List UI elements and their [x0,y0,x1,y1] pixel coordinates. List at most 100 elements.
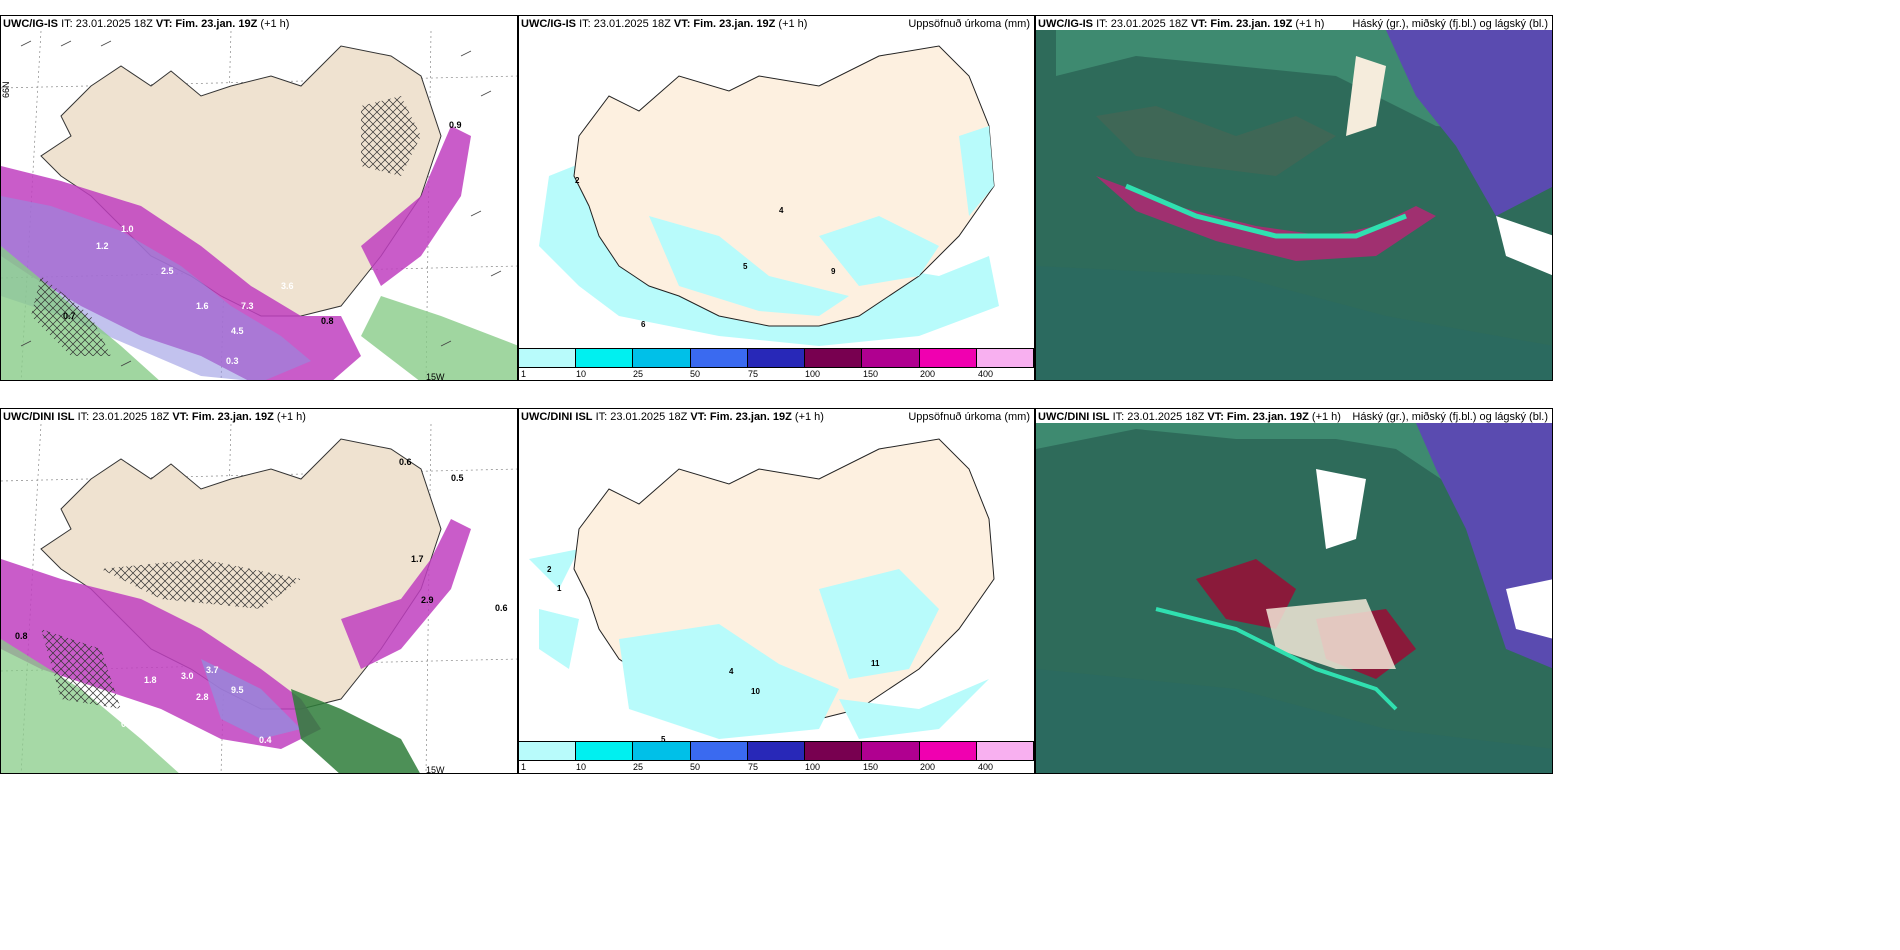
bottom-precip-value-6: 5 [661,735,666,744]
bottom-value-4: 2.9 [421,595,434,605]
top-value-11: 0.3 [226,356,239,366]
top-value-7: 4.5 [231,326,244,336]
top-colorbar-boxes [519,348,1034,368]
top-wind-precip-panel: UWC/IG-IS IT: 23.01.2025 18Z VT: Fim. 23… [0,15,518,381]
top-value-3: 2.5 [161,266,174,276]
top-precip-value-1: 2 [575,176,580,185]
cbar-label: 200 [920,762,936,772]
bottom-value-12: 0.4 [259,735,272,745]
bottom-value-9: 1.8 [144,675,157,685]
bottom-precip-title: Uppsöfnuð úrkoma (mm) [908,411,1030,423]
cbar-box [690,742,748,760]
cbar-box [862,742,920,760]
top-precip-title: Uppsöfnuð úrkoma (mm) [908,18,1030,30]
top-precip-map [519,16,1034,356]
cbar-box [862,349,920,367]
cbar-label: 400 [978,762,994,772]
cbar-box [805,349,863,367]
cbar-box [519,742,577,760]
bottom-colorbar-labels: 1 10 25 50 75 100 150 200 400 [519,761,1034,773]
bottom-value-7: 3.0 [181,671,194,681]
top-cloud-title: Háský (gr.), miðský (fj.bl.) og lágský (… [1352,18,1548,30]
top-left-title: UWC/IG-IS IT: 23.01.2025 18Z VT: Fim. 23… [3,18,290,30]
cbar-box [633,349,691,367]
bottom-cloud-map [1036,409,1552,773]
cbar-box [976,349,1034,367]
bottom-precip-map [519,409,1034,749]
top-value-1: 0.9 [449,120,462,130]
bottom-value-13: 0.5 [121,719,134,729]
bottom-wind-precip-panel: UWC/DINI ISL IT: 23.01.2025 18Z VT: Fim.… [0,408,518,774]
cbar-box [633,742,691,760]
bottom-mid-title: UWC/DINI ISL IT: 23.01.2025 18Z VT: Fim.… [521,411,824,423]
cbar-label: 10 [576,762,587,772]
top-colorbar-labels: 1 10 25 50 75 100 150 200 400 [519,368,1034,380]
cbar-label: 100 [805,762,821,772]
top-precip-value-4: 6 [641,320,646,329]
cbar-label: 75 [748,369,759,379]
cbar-label: 1 [521,369,527,379]
top-value-2: 1.0 [121,224,134,234]
cbar-label: 25 [633,369,644,379]
bottom-colorbar-boxes [519,741,1034,761]
top-precip-value-3: 5 [743,262,748,271]
bottom-value-5: 9.5 [231,685,244,695]
top-precip-panel: UWC/IG-IS IT: 23.01.2025 18Z VT: Fim. 23… [518,15,1035,381]
cbar-label: 10 [576,369,587,379]
cbar-box [805,742,863,760]
bottom-value-11: 0.6 [495,603,508,613]
top-mid-title: UWC/IG-IS IT: 23.01.2025 18Z VT: Fim. 23… [521,18,808,30]
top-precip-value-2: 4 [779,206,784,215]
bottom-precip-panel: UWC/DINI ISL IT: 23.01.2025 18Z VT: Fim.… [518,408,1035,774]
bottom-cloud-panel: UWC/DINI ISL IT: 23.01.2025 18Z VT: Fim.… [1035,408,1553,774]
top-colorbar: 1 10 25 50 75 100 150 200 400 [519,348,1034,380]
cbar-box [690,349,748,367]
top-value-9: 0.8 [321,316,334,326]
cbar-label: 50 [690,369,701,379]
cbar-label: 150 [863,369,879,379]
bottom-value-1: 0.6 [399,457,412,467]
cbar-box [576,349,634,367]
cbar-label: 150 [863,762,879,772]
bottom-value-8: 3.7 [206,665,219,675]
cbar-box [919,349,977,367]
bottom-lon-label-15w: 15W [426,765,445,774]
cbar-label: 25 [633,762,644,772]
top-value-5: 3.6 [281,281,294,291]
top-cloud-map [1036,16,1552,380]
bottom-value-6: 2.8 [196,692,209,702]
bottom-precip-value-1: 2 [547,565,552,574]
top-wind-map: 66N [1,16,517,380]
top-value-6: 7.3 [241,301,254,311]
cbar-box [747,742,806,760]
top-precip-value-5: 9 [831,267,836,276]
bottom-precip-value-5: 11 [871,659,880,668]
top-cloud-panel: UWC/IG-IS IT: 23.01.2025 18Z VT: Fim. 23… [1035,15,1553,381]
cbar-label: 50 [690,762,701,772]
top-right-title: UWC/IG-IS IT: 23.01.2025 18Z VT: Fim. 23… [1038,18,1325,30]
cbar-label: 100 [805,369,821,379]
cbar-label: 200 [920,369,936,379]
bottom-left-title: UWC/DINI ISL IT: 23.01.2025 18Z VT: Fim.… [3,411,306,423]
bottom-value-2: 0.5 [451,473,464,483]
cbar-box [976,742,1034,760]
cbar-label: 400 [978,369,994,379]
bottom-value-10: 0.8 [15,631,28,641]
bottom-value-3: 1.7 [411,554,424,564]
bottom-precip-value-4: 10 [751,687,760,696]
bottom-precip-value-3: 4 [729,667,734,676]
bottom-cloud-title: Háský (gr.), miðský (fj.bl.) og lágský (… [1352,411,1548,423]
top-value-4: 1.6 [196,301,209,311]
top-value-8: 1.2 [96,241,109,251]
top-lon-label-15w: 15W [426,372,445,381]
cbar-label: 1 [521,762,527,772]
bottom-colorbar: 1 10 25 50 75 100 150 200 400 [519,741,1034,773]
lat-label-66n: 66N [1,81,11,98]
cbar-box [519,349,577,367]
top-value-10: 0.7 [63,311,76,321]
cbar-box [576,742,634,760]
bottom-wind-map [1,409,517,773]
bottom-precip-value-2: 1 [557,584,562,593]
cbar-box [747,349,806,367]
cbar-label: 75 [748,762,759,772]
